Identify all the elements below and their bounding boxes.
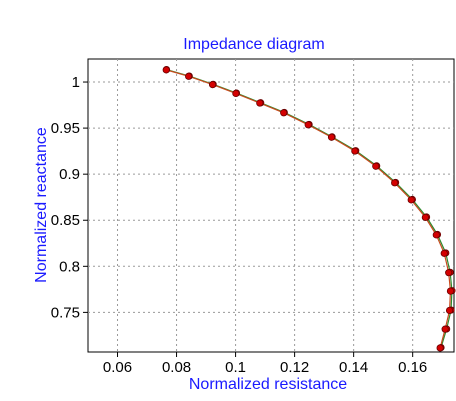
y-tick-label: 0.8	[59, 258, 80, 275]
chart-title: Impedance diagram	[183, 36, 324, 53]
x-tick-label: 0.08	[162, 359, 191, 376]
y-axis-label: Normalized reactance	[33, 127, 50, 283]
data-point-marker	[407, 196, 415, 204]
x-tick-label: 0.12	[280, 359, 309, 376]
data-point-marker	[445, 306, 454, 315]
data-point-marker	[304, 121, 312, 129]
plot-area	[87, 58, 455, 353]
y-tick-label: 0.9	[59, 166, 80, 183]
grid	[88, 59, 454, 352]
data-point-marker	[185, 72, 193, 80]
data-point-marker	[162, 66, 170, 74]
x-axis-label: Normalized resistance	[189, 376, 347, 393]
data-point-marker	[208, 81, 217, 89]
x-tick-label: 0.16	[398, 359, 427, 376]
y-axis-ticks: 0.75 0.8 0.85 0.9 0.95 1	[51, 74, 88, 321]
data-point-marker	[256, 99, 264, 107]
x-tick-label: 0.06	[103, 359, 132, 376]
data-point-marker	[432, 231, 440, 239]
x-axis-ticks: 0.06 0.08 0.1 0.12 0.14 0.16	[103, 352, 427, 376]
y-tick-label: 0.85	[51, 212, 80, 229]
x-tick-label: 0.1	[225, 359, 246, 376]
data-point-marker	[421, 213, 429, 221]
data-point-marker	[446, 287, 455, 295]
markers-group	[162, 66, 456, 352]
data-point-marker	[232, 89, 240, 98]
data-point-marker	[351, 147, 359, 155]
y-tick-label: 0.75	[51, 304, 80, 321]
data-point-marker	[436, 344, 444, 352]
x-tick-label: 0.14	[339, 359, 368, 376]
data-point-marker	[441, 325, 449, 333]
y-tick-label: 0.95	[51, 120, 80, 137]
data-point-marker	[327, 133, 336, 141]
data-point-marker	[372, 162, 380, 170]
data-point-marker	[280, 109, 288, 117]
data-point-marker	[440, 249, 448, 257]
data-point-marker	[391, 179, 399, 187]
data-point-marker	[445, 269, 453, 277]
y-tick-label: 1	[72, 74, 80, 91]
